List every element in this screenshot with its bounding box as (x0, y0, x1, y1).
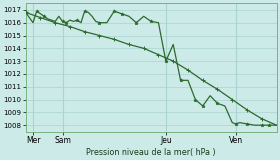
X-axis label: Pression niveau de la mer( hPa ): Pression niveau de la mer( hPa ) (86, 148, 216, 156)
